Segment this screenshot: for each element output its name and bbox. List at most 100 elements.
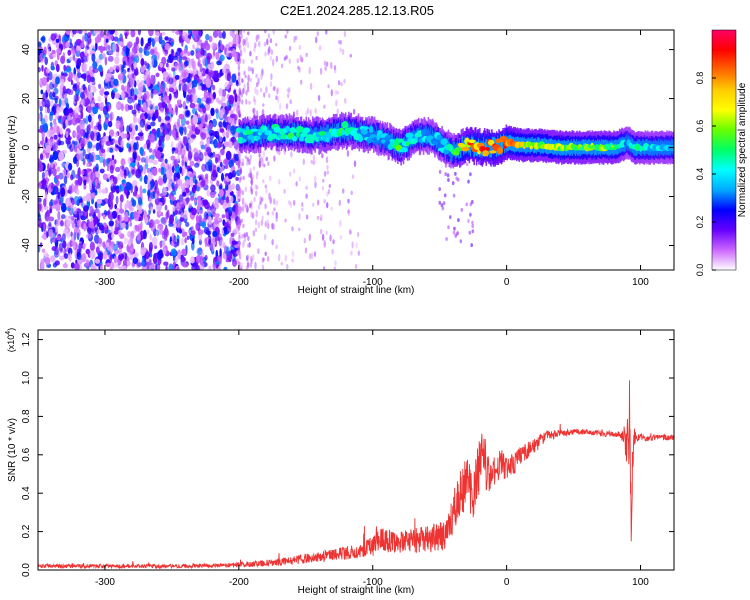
noise-blob <box>214 260 221 265</box>
noise-blob <box>291 258 294 263</box>
noise-blob <box>185 221 190 228</box>
noise-blob <box>75 45 82 52</box>
noise-blob <box>139 53 143 59</box>
noise-blob <box>239 90 242 96</box>
noise-blob <box>231 183 235 190</box>
noise-blob <box>174 209 178 216</box>
noise-blob <box>241 205 245 212</box>
noise-blob <box>216 166 220 173</box>
noise-blob <box>167 183 171 189</box>
ridge-mark <box>341 121 349 129</box>
tail-mark <box>471 220 474 225</box>
noise-blob <box>206 189 211 197</box>
noise-blob <box>192 115 199 125</box>
noise-blob <box>247 87 250 93</box>
noise-blob <box>190 50 195 56</box>
noise-blob <box>250 255 253 263</box>
noise-blob <box>105 262 111 268</box>
noise-blob <box>171 128 176 138</box>
noise-blob <box>260 219 264 226</box>
noise-blob <box>324 66 327 71</box>
noise-blob <box>129 77 135 88</box>
noise-blob <box>38 214 42 221</box>
ridge-band <box>437 133 439 148</box>
noise-blob <box>321 233 325 241</box>
noise-blob <box>234 132 239 138</box>
noise-blob <box>135 155 141 162</box>
noise-blob <box>188 138 194 143</box>
ridge-mark <box>273 126 281 133</box>
noise-blob <box>159 62 163 68</box>
noise-blob <box>326 170 329 175</box>
noise-blob <box>326 164 329 170</box>
noise-blob <box>252 230 255 237</box>
noise-blob <box>286 88 289 93</box>
noise-blob <box>87 125 91 132</box>
noise-blob <box>38 66 41 73</box>
noise-blob <box>58 151 65 162</box>
noise-blob <box>288 45 292 52</box>
noise-blob <box>246 257 249 264</box>
noise-blob <box>129 162 136 167</box>
noise-blob <box>264 251 267 256</box>
noise-blob <box>255 209 258 218</box>
noise-blob <box>161 56 167 65</box>
noise-blob <box>91 53 96 63</box>
noise-blob <box>263 163 266 168</box>
noise-blob <box>210 184 216 192</box>
noise-blob <box>250 187 253 195</box>
noise-blob <box>254 261 257 270</box>
noise-blob <box>98 102 103 108</box>
noise-blob <box>67 49 72 56</box>
noise-blob <box>155 72 160 78</box>
noise-blob <box>198 230 203 235</box>
noise-blob <box>50 66 56 71</box>
noise-blob <box>201 83 206 90</box>
noise-blob <box>191 108 197 115</box>
noise-blob <box>104 56 108 66</box>
noise-blob <box>50 100 54 108</box>
noise-blob <box>313 251 317 257</box>
noise-blob <box>65 130 69 139</box>
noise-blob <box>105 140 112 146</box>
noise-blob <box>82 244 86 250</box>
noise-blob <box>87 114 92 123</box>
noise-blob <box>219 239 224 249</box>
noise-blob <box>264 51 267 57</box>
noise-blob <box>119 194 124 203</box>
noise-blob <box>195 221 201 232</box>
noise-blob <box>65 41 70 48</box>
noise-blob <box>41 35 46 44</box>
noise-blob <box>158 253 164 259</box>
noise-blob <box>81 93 86 100</box>
noise-blob <box>246 157 249 162</box>
noise-blob <box>113 229 119 235</box>
noise-blob <box>279 103 282 110</box>
noise-blob <box>249 50 252 57</box>
noise-blob <box>157 115 162 123</box>
noise-blob <box>184 109 191 118</box>
noise-blob <box>264 222 267 228</box>
noise-blob <box>234 93 238 103</box>
noise-blob <box>352 108 356 115</box>
noise-blob <box>243 70 246 76</box>
noise-blob <box>41 171 45 181</box>
noise-blob <box>218 87 223 97</box>
noise-blob <box>239 170 243 175</box>
noise-blob <box>162 216 167 226</box>
noise-blob <box>237 250 241 257</box>
noise-blob <box>71 50 76 56</box>
noise-blob <box>148 158 154 164</box>
noise-blob <box>137 30 141 36</box>
noise-blob <box>355 242 358 249</box>
noise-blob <box>150 222 157 232</box>
noise-blob <box>129 217 132 222</box>
noise-blob <box>143 50 150 56</box>
noise-blob <box>187 51 191 56</box>
noise-blob <box>339 234 343 240</box>
noise-blob <box>252 95 256 103</box>
noise-blob <box>275 211 278 219</box>
noise-blob <box>52 150 59 161</box>
noise-blob <box>100 30 105 38</box>
noise-blob <box>255 34 258 43</box>
